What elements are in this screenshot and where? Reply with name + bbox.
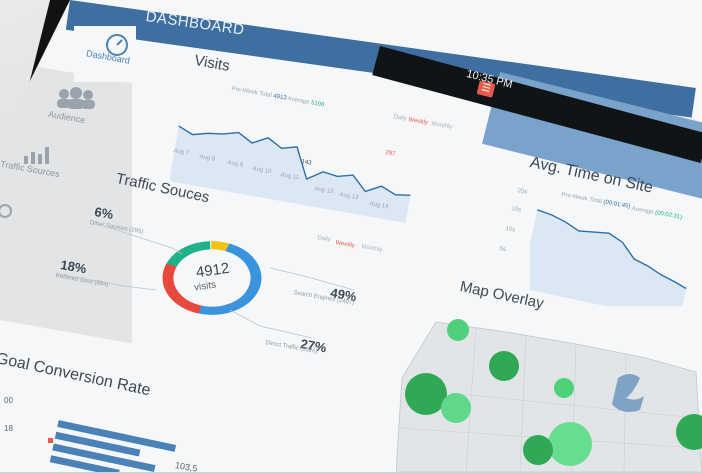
map-bubble <box>676 414 702 450</box>
great-lakes <box>612 374 644 412</box>
visits-line <box>178 125 411 197</box>
donut-slice-other <box>162 241 262 315</box>
goal-bar-chart <box>48 420 177 472</box>
goal-bar <box>54 431 141 457</box>
map-bubble <box>554 378 574 398</box>
map-bubble <box>523 435 553 465</box>
goal-marker <box>48 438 53 443</box>
y-tick: 15s <box>510 206 522 214</box>
donut-leader-lines <box>57 225 355 339</box>
goal-row-label: 00 <box>4 396 13 405</box>
people-icon <box>57 87 95 109</box>
map-bubble <box>489 351 519 381</box>
goal-bar <box>57 420 177 452</box>
map-bubble <box>441 393 471 423</box>
us-map <box>396 319 702 472</box>
y-tick: 20s <box>516 188 528 196</box>
avg-time-line-chart <box>530 209 687 306</box>
sidebar-active-bg <box>74 26 136 82</box>
map-bubble <box>405 373 447 415</box>
goal-row-label: 18 <box>4 424 13 433</box>
bar-chart-icon <box>24 147 49 164</box>
map-bubble <box>548 422 592 466</box>
traffic-donut-chart <box>162 241 262 315</box>
avg-time-area <box>530 209 687 306</box>
y-tick: 5s <box>498 246 507 254</box>
visits-line-chart <box>170 125 411 223</box>
visits-area <box>170 126 411 223</box>
us-map-land <box>396 321 702 472</box>
globe-icon <box>0 204 12 218</box>
avg-time-line <box>537 209 687 290</box>
visits-title: Visits <box>193 52 232 75</box>
map-bubble <box>447 319 469 341</box>
y-tick: 10s <box>504 226 516 234</box>
speedometer-icon <box>106 34 128 56</box>
goal-bar <box>49 455 120 472</box>
visits-tab-monthly[interactable]: Monthly <box>430 121 453 131</box>
goal-bar <box>52 443 156 472</box>
